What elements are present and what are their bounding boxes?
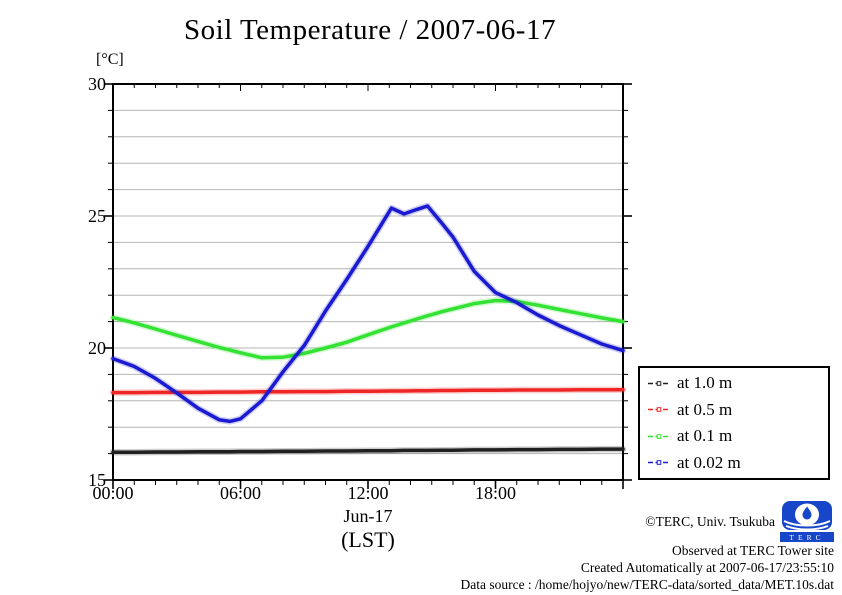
- legend-item-at-0-02-m: at 0.02 m: [647, 453, 824, 473]
- x-tick-label: 06:00: [219, 483, 261, 503]
- legend-label: at 0.02 m: [677, 452, 741, 472]
- x-axis-unit-label: (LST): [341, 527, 395, 552]
- x-tick-label: 18:00: [474, 483, 516, 503]
- series-halo-at-0-1-m: [109, 297, 627, 362]
- legend-item-at-0-1-m: at 0.1 m: [647, 426, 824, 446]
- x-tick-label: 00:00: [92, 483, 134, 503]
- y-tick-label: 15: [88, 470, 106, 490]
- created-line: Created Automatically at 2007-06-17/23:5…: [580, 560, 834, 575]
- legend-marker-icon: [648, 407, 670, 413]
- terc-logo-letters: TERC: [789, 533, 824, 542]
- x-axis-date-label: Jun-17: [343, 506, 393, 526]
- series-line-at-0-1-m: [111, 298, 625, 360]
- legend-label: at 0.1 m: [677, 426, 733, 446]
- series-line-at-0-5-m: [111, 387, 625, 395]
- series-line-at-1-0-m: [111, 447, 625, 455]
- annotation-block: ©TERC, Univ. Tsukuba TERC Observed at TE…: [460, 500, 834, 593]
- legend-label: at 1.0 m: [677, 373, 733, 393]
- copyright-text: ©TERC, Univ. Tsukuba: [645, 513, 775, 529]
- legend-marker-icon: [648, 460, 670, 466]
- legend: at 1.0 m at 0.5 m at 0.1 m at 0.02 m: [638, 366, 830, 480]
- legend-marker-icon: [648, 433, 670, 439]
- chart-title: Soil Temperature / 2007-06-17: [184, 14, 556, 46]
- legend-item-at-1-0-m: at 1.0 m: [647, 373, 824, 393]
- plot-border: [112, 83, 624, 481]
- legend-label: at 0.5 m: [677, 399, 733, 419]
- copyright-line: ©TERC, Univ. Tsukuba TERC: [460, 500, 834, 542]
- legend-marker-icon: [648, 380, 670, 386]
- terc-logo-icon: TERC: [780, 500, 834, 542]
- y-axis-unit-label: [°C]: [96, 51, 124, 68]
- y-tick-label: 25: [88, 206, 106, 226]
- data-source-line: Data source : /home/hojyo/new/TERC-data/…: [460, 577, 834, 592]
- observed-line: Observed at TERC Tower site: [671, 543, 834, 558]
- legend-item-at-0-5-m: at 0.5 m: [647, 400, 824, 420]
- series-line-at-0-02-m: [111, 204, 625, 424]
- y-tick-label: 20: [88, 338, 106, 358]
- x-tick-label: 12:00: [347, 483, 389, 503]
- y-tick-label: 30: [88, 74, 106, 94]
